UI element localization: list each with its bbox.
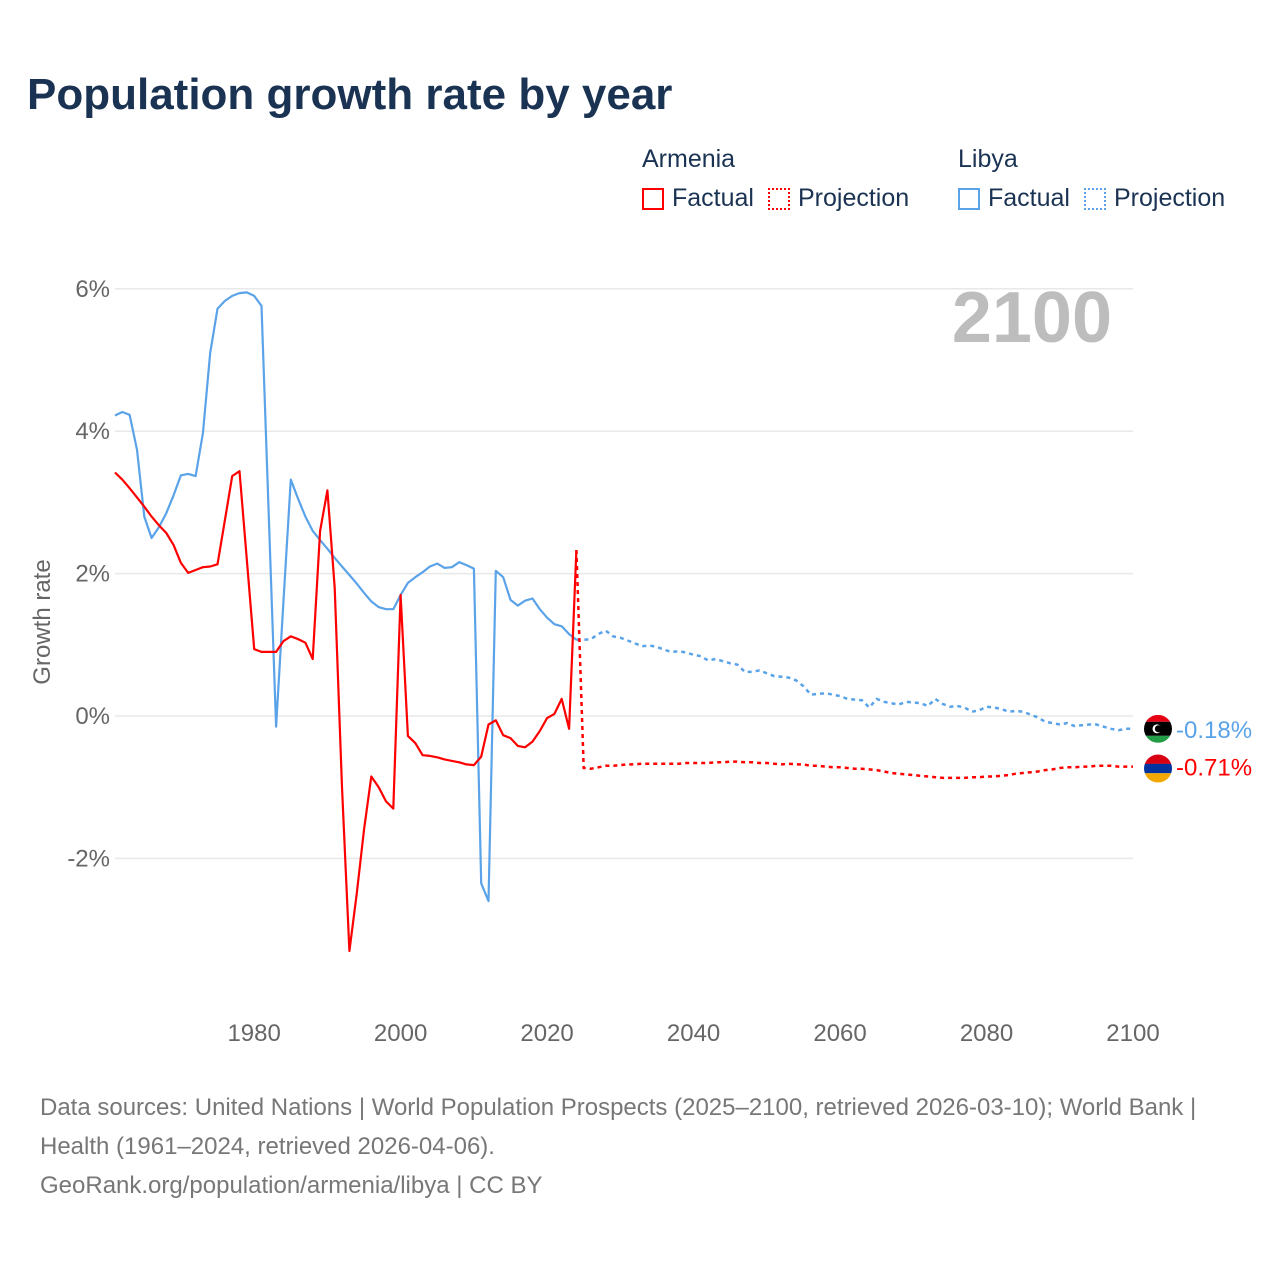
x-tick-label: 1980 bbox=[227, 1020, 280, 1047]
x-tick-label: 2080 bbox=[960, 1020, 1013, 1047]
x-tick-label: 2060 bbox=[813, 1020, 866, 1047]
armenia-projection-line bbox=[575, 550, 1133, 780]
legend-label: Factual bbox=[672, 184, 754, 212]
legend-armenia-factual[interactable]: Factual bbox=[642, 184, 754, 213]
year-label: 2100 bbox=[952, 278, 1112, 358]
line-chart: 6%4%2%0%-2%1980 2000 2020 2040 2060 2080 2100 … bbox=[29, 276, 1252, 1047]
legend-label: Projection bbox=[1113, 184, 1226, 212]
legend-label: Factual bbox=[988, 184, 1070, 212]
legend-swatch-dotted bbox=[1083, 187, 1106, 210]
legend-swatch-solid bbox=[958, 187, 980, 210]
armenia-factual-line bbox=[114, 470, 578, 953]
armenia-flag-icon bbox=[1144, 754, 1172, 783]
credit-link[interactable]: GeoRank.org/population/armenia/libya | C… bbox=[40, 1172, 543, 1199]
y-axis-label: Growth rate bbox=[29, 559, 56, 684]
x-tick-label: 2100 bbox=[1106, 1020, 1159, 1047]
x-tick-label: 2020 bbox=[520, 1020, 573, 1047]
libya-projection-line bbox=[576, 629, 1133, 732]
legend-libya-title: Libya bbox=[958, 145, 1018, 173]
x-tick-label: 2000 bbox=[374, 1020, 427, 1047]
libya-flag-icon bbox=[1144, 714, 1172, 743]
legend-armenia: Armenia Factual Projection bbox=[642, 145, 923, 217]
legend-libya-projection[interactable]: Projection bbox=[1083, 184, 1226, 213]
y-tick-label: 0% bbox=[75, 703, 110, 730]
chart-title: Population growth rate by year bbox=[27, 70, 673, 119]
libya-factual-line bbox=[114, 291, 578, 903]
y-tick-label: 4% bbox=[75, 418, 110, 445]
legend-libya-factual[interactable]: Factual bbox=[958, 184, 1070, 213]
legend-swatch-solid bbox=[642, 187, 664, 210]
legend-swatch-dotted bbox=[767, 187, 790, 210]
data-sources: Data sources: United Nations | World Pop… bbox=[40, 1094, 1197, 1160]
legend-label: Projection bbox=[797, 184, 910, 212]
footer: Data sources: United Nations | World Pop… bbox=[40, 1088, 1240, 1205]
y-tick-label: 6% bbox=[75, 276, 110, 303]
y-tick-label: 2% bbox=[75, 561, 110, 588]
legend-armenia-projection[interactable]: Projection bbox=[767, 184, 910, 213]
libya-end-label: -0.18% bbox=[1176, 717, 1252, 744]
legend-libya: Libya Factual Projection bbox=[958, 145, 1225, 217]
legend-armenia-title: Armenia bbox=[642, 145, 736, 173]
y-tick-label: -2% bbox=[67, 845, 110, 872]
x-tick-label: 2040 bbox=[667, 1020, 720, 1047]
armenia-end-label: -0.71% bbox=[1176, 755, 1252, 782]
